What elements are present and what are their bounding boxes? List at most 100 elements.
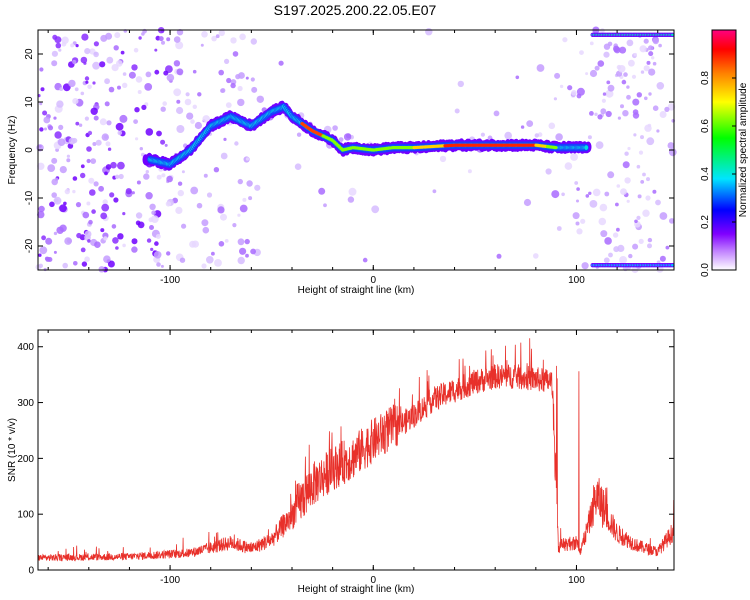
heatmap-noise-cell [151, 210, 156, 215]
heatmap-noise-cell [103, 255, 111, 263]
heatmap-noise-cell [87, 239, 91, 243]
heatmap-noise-cell [520, 125, 525, 129]
spectrogram-y-label: Frequency (Hz) [7, 116, 18, 185]
heatmap-noise-cell [624, 151, 629, 156]
heatmap-noise-cell [105, 32, 113, 40]
heatmap-noise-cell [603, 43, 611, 50]
heatmap-noise-cell [237, 256, 245, 265]
spectrogram-ytick-label: -10 [24, 190, 35, 205]
heatmap-noise-cell [137, 90, 142, 94]
heatmap-noise-cell [515, 75, 520, 80]
heatmap-noise-cell [251, 86, 258, 93]
heatmap-noise-cell [576, 199, 579, 203]
heatmap-noise-cell [215, 34, 220, 39]
heatmap-noise-cell [589, 111, 594, 116]
heatmap-noise-cell [658, 43, 662, 48]
heatmap-noise-cell [148, 217, 154, 223]
heatmap-noise-cell [639, 45, 647, 53]
heatmap-noise-cell [117, 85, 121, 90]
heatmap-noise-cell [105, 141, 111, 147]
heatmap-noise-cell [643, 38, 649, 44]
heatmap-noise-cell [232, 51, 239, 57]
heatmap-noise-cell [237, 98, 245, 107]
heatmap-noise-cell [62, 262, 68, 269]
heatmap-noise-cell [196, 202, 203, 209]
heatmap-noise-cell [585, 72, 589, 76]
heatmap-noise-cell [256, 95, 264, 104]
heatmap-noise-cell [624, 177, 631, 184]
heatmap-noise-cell [643, 65, 650, 72]
heatmap-noise-cell [92, 81, 96, 85]
heatmap-noise-cell [648, 92, 652, 96]
heatmap-noise-cell [67, 143, 74, 149]
heatmap-noise-cell [58, 124, 64, 130]
heatmap-noise-cell [523, 198, 532, 207]
heatmap-noise-cell [439, 155, 447, 163]
heatmap-noise-cell [131, 64, 138, 71]
heatmap-noise-cell [128, 71, 136, 79]
heatmap-noise-cell [587, 135, 592, 140]
heatmap-noise-cell [39, 246, 48, 255]
heatmap-noise-cell [631, 74, 637, 79]
heatmap-noise-cell [149, 203, 156, 210]
heatmap-noise-cell [669, 218, 675, 224]
heatmap-noise-cell [176, 29, 184, 36]
heatmap-noise-cell [131, 238, 138, 245]
heatmap-noise-cell [636, 164, 641, 169]
heatmap-noise-cell [567, 85, 573, 91]
heatmap-noise-cell [619, 46, 627, 54]
heatmap-noise-cell [239, 247, 247, 255]
heatmap-noise-cell [112, 237, 119, 244]
heatmap-noise-cell [556, 226, 562, 231]
heatmap-noise-cell [347, 196, 355, 203]
heatmap-noise-cell [608, 252, 613, 258]
heatmap-noise-cell [135, 76, 143, 83]
heatmap-noise-cell [640, 70, 645, 74]
heatmap-noise-cell [51, 192, 57, 198]
heatmap-noise-cell [599, 203, 608, 212]
heatmap-noise-cell [54, 131, 62, 139]
heatmap-noise-cell [206, 255, 214, 264]
heatmap-noise-cell [177, 181, 183, 186]
heatmap-noise-cell [53, 231, 58, 236]
spectrogram-ytick-label: 0 [24, 147, 35, 153]
heatmap-noise-cell [230, 37, 237, 44]
heatmap-noise-cell [220, 213, 227, 221]
heatmap-noise-cell [224, 58, 230, 64]
spectrogram-xtick-label: -100 [160, 275, 180, 286]
heatmap-noise-cell [72, 176, 78, 181]
heatmap-noise-cell [160, 106, 166, 112]
heatmap-noise-cell [623, 72, 628, 77]
heatmap-noise-cell [218, 241, 225, 247]
heatmap-noise-cell [632, 112, 640, 119]
heatmap-noise-cell [72, 189, 76, 194]
heatmap-noise-cell [145, 71, 152, 78]
heatmap-noise-cell [648, 51, 654, 57]
heatmap-noise-cell [626, 199, 630, 203]
heatmap-noise-cell [39, 127, 44, 132]
heatmap-noise-cell [76, 232, 82, 239]
heatmap-noise-cell [636, 92, 642, 98]
heatmap-noise-cell [338, 137, 344, 143]
heatmap-noise-cell [632, 243, 639, 250]
heatmap-noise-cell [659, 111, 667, 118]
heatmap-noise-cell [122, 82, 128, 89]
heatmap-noise-cell [640, 180, 645, 184]
heatmap-noise-cell [633, 52, 637, 57]
heatmap-noise-cell [47, 125, 54, 131]
heatmap-noise-cell [648, 45, 654, 51]
heatmap-noise-cell [120, 50, 125, 55]
heatmap-noise-cell [101, 133, 110, 141]
heatmap-noise-cell [62, 83, 71, 92]
heatmap-noise-cell [343, 133, 352, 141]
heatmap-noise-cell [589, 69, 598, 78]
heatmap-noise-cell [230, 82, 236, 89]
heatmap-noise-cell [647, 243, 652, 249]
heatmap-noise-cell [107, 260, 115, 268]
heatmap-noise-cell [104, 171, 108, 176]
heatmap-noise-cell [153, 251, 162, 259]
heatmap-noise-cell [108, 86, 115, 93]
heatmap-noise-cell [192, 104, 197, 110]
heatmap-noise-cell [656, 129, 660, 133]
spectrogram-xtick-label: 100 [568, 275, 585, 286]
